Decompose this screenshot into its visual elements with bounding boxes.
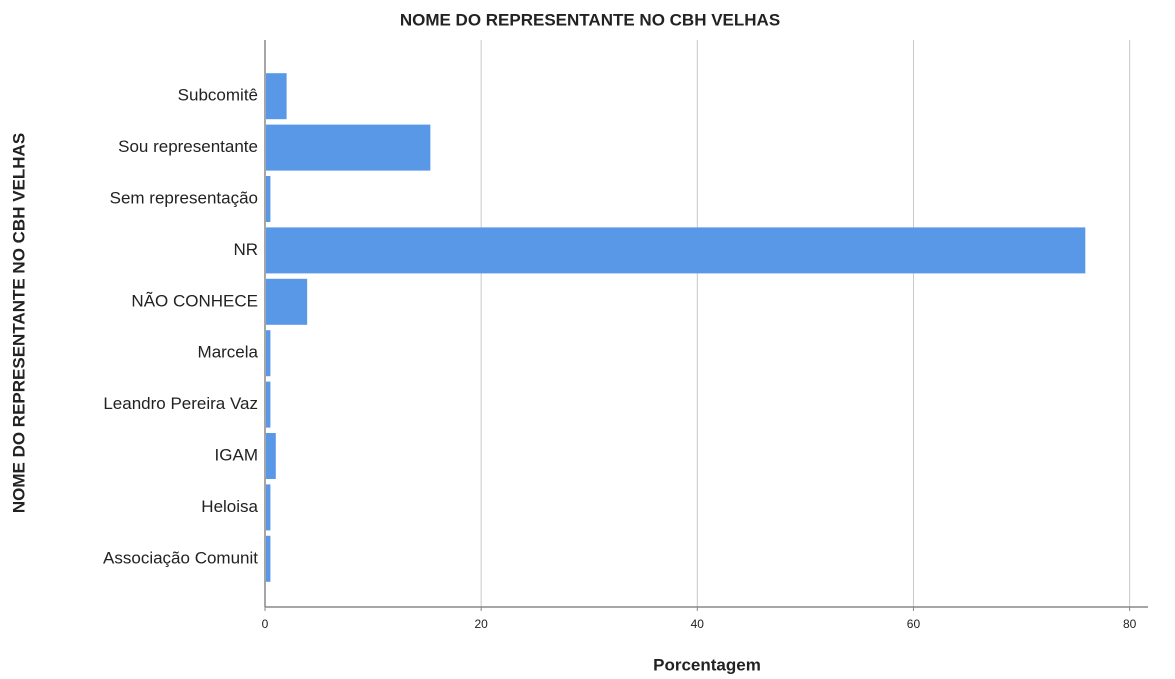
y-tick-label: Associação Comunit — [103, 548, 258, 567]
x-tick-label: 60 — [907, 617, 921, 631]
bar — [266, 381, 271, 428]
bar — [266, 330, 271, 377]
chart-title: NOME DO REPRESENTANTE NO CBH VELHAS — [400, 10, 780, 29]
x-axis-title: Porcentagem — [653, 655, 761, 674]
bar — [266, 124, 431, 171]
bar — [266, 73, 287, 120]
y-tick-label: Sou representante — [118, 137, 258, 156]
bar — [266, 227, 1086, 274]
bar — [266, 535, 271, 582]
y-tick-label: Leandro Pereira Vaz — [103, 394, 258, 413]
x-tick-label: 20 — [474, 617, 488, 631]
y-tick-label: IGAM — [215, 445, 258, 464]
y-tick-label: NÃO CONHECE — [131, 291, 258, 310]
x-tick-label: 80 — [1123, 617, 1137, 631]
y-tick-label: Subcomitê — [178, 86, 258, 105]
x-tick-label: 40 — [691, 617, 705, 631]
y-tick-label: Sem representação — [110, 188, 258, 207]
y-axis-title: NOME DO REPRESENTANTE NO CBH VELHAS — [9, 133, 28, 513]
y-tick-label: Heloisa — [201, 497, 258, 516]
y-tick-label: NR — [233, 240, 258, 259]
bar — [266, 278, 308, 325]
bar — [266, 433, 276, 479]
bar — [266, 484, 271, 531]
bar — [266, 176, 271, 222]
x-tick-label: 0 — [262, 617, 269, 631]
y-tick-label: Marcela — [198, 343, 259, 362]
